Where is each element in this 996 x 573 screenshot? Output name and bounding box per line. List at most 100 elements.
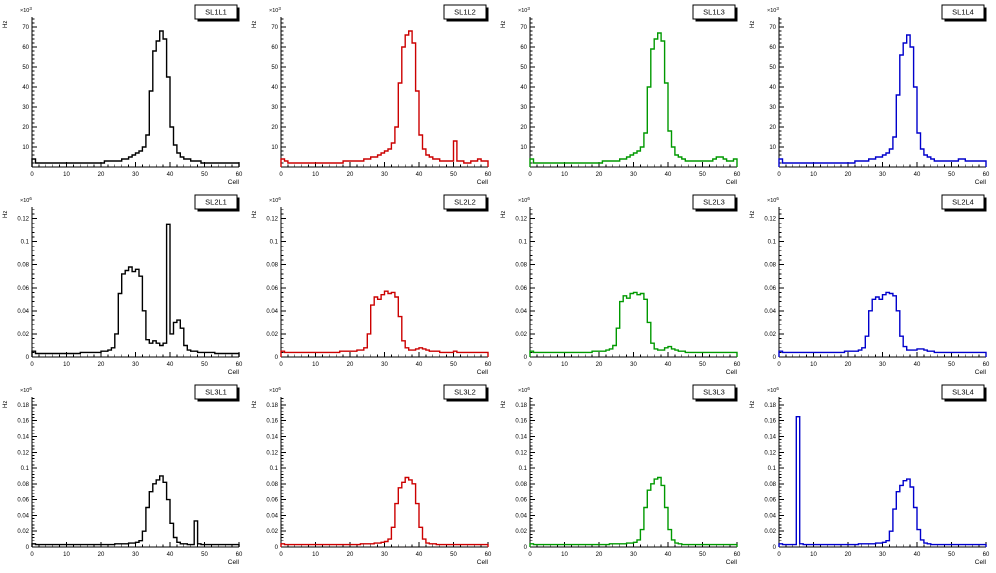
svg-text:60: 60 [734, 172, 741, 178]
svg-text:SL2L1: SL2L1 [205, 198, 227, 207]
svg-text:30: 30 [520, 105, 527, 111]
svg-text:Hz: Hz [3, 21, 9, 28]
svg-text:30: 30 [132, 552, 139, 558]
svg-text:Hz: Hz [750, 211, 756, 218]
svg-text:0.08: 0.08 [17, 263, 29, 269]
svg-text:×106: ×106 [269, 386, 281, 394]
svg-text:Hz: Hz [501, 401, 507, 408]
svg-text:60: 60 [236, 172, 243, 178]
svg-text:0: 0 [777, 362, 781, 368]
svg-text:SL2L4: SL2L4 [952, 198, 974, 207]
svg-text:0.08: 0.08 [515, 482, 527, 488]
svg-text:40: 40 [416, 172, 423, 178]
svg-text:50: 50 [450, 362, 457, 368]
svg-text:0.18: 0.18 [17, 403, 29, 409]
svg-text:60: 60 [485, 362, 492, 368]
svg-text:×106: ×106 [269, 196, 281, 204]
svg-text:30: 30 [381, 552, 388, 558]
svg-text:20: 20 [347, 362, 354, 368]
svg-text:Hz: Hz [252, 21, 258, 28]
svg-text:SL1L1: SL1L1 [205, 8, 227, 17]
svg-text:60: 60 [983, 552, 990, 558]
svg-text:0: 0 [528, 552, 532, 558]
svg-text:10: 10 [561, 552, 568, 558]
svg-text:0.08: 0.08 [266, 482, 278, 488]
svg-text:×106: ×106 [20, 196, 32, 204]
histogram-panel: 0 10 20 30 40 50 60 10 20 30 40 50 60 70 SL1L1 ×103 Hz Ce… [0, 1, 249, 191]
histogram-panel: 0 10 20 30 40 50 60 10 20 30 40 50 60 70 SL1L2 ×103 Hz Ce… [249, 1, 498, 191]
svg-text:30: 30 [271, 105, 278, 111]
svg-text:Cell: Cell [228, 179, 240, 186]
svg-text:20: 20 [347, 172, 354, 178]
svg-text:50: 50 [450, 552, 457, 558]
svg-text:0.08: 0.08 [764, 263, 776, 269]
svg-text:0.02: 0.02 [17, 529, 29, 535]
svg-text:Cell: Cell [726, 369, 738, 376]
histogram-plot: 0 10 20 30 40 50 60 0 0.02 0.04 0.06 0.08 0.1 0.12 0.1… [501, 384, 741, 566]
svg-text:40: 40 [22, 85, 29, 91]
svg-text:50: 50 [948, 172, 955, 178]
histogram-plot: 0 10 20 30 40 50 60 0 0.02 0.04 0.06 0.08 0.1 0.12 0.1… [252, 384, 492, 566]
svg-text:10: 10 [63, 552, 70, 558]
svg-text:10: 10 [22, 145, 29, 151]
svg-text:×103: ×103 [518, 6, 530, 14]
svg-text:20: 20 [596, 552, 603, 558]
svg-text:0.1: 0.1 [21, 240, 30, 246]
svg-text:30: 30 [22, 105, 29, 111]
svg-text:0.14: 0.14 [764, 434, 776, 440]
svg-text:20: 20 [769, 125, 776, 131]
histogram-plot: 0 10 20 30 40 50 60 0 0.02 0.04 0.06 0.08 0.1 0.12 0.1… [750, 384, 990, 566]
svg-text:30: 30 [630, 552, 637, 558]
svg-text:0.08: 0.08 [17, 482, 29, 488]
svg-text:70: 70 [520, 25, 527, 31]
svg-text:Hz: Hz [252, 401, 258, 408]
svg-text:×103: ×103 [767, 6, 779, 14]
svg-text:Cell: Cell [975, 369, 987, 376]
svg-text:60: 60 [22, 45, 29, 51]
svg-text:20: 20 [845, 362, 852, 368]
svg-text:0.06: 0.06 [17, 498, 29, 504]
svg-text:×106: ×106 [20, 386, 32, 394]
svg-text:10: 10 [63, 172, 70, 178]
svg-text:10: 10 [312, 172, 319, 178]
histogram-plot: 0 10 20 30 40 50 60 10 20 30 40 50 60 70 SL1L4 ×103 Hz Ce… [750, 4, 990, 186]
svg-text:0: 0 [275, 355, 279, 361]
svg-text:10: 10 [271, 145, 278, 151]
svg-text:Cell: Cell [975, 559, 987, 566]
histogram-panel: 0 10 20 30 40 50 60 10 20 30 40 50 60 70 SL1L4 ×103 Hz Ce… [747, 1, 996, 191]
svg-text:20: 20 [596, 172, 603, 178]
svg-text:SL1L4: SL1L4 [952, 8, 974, 17]
svg-text:Hz: Hz [501, 211, 507, 218]
svg-text:0: 0 [528, 362, 532, 368]
svg-text:0.06: 0.06 [515, 498, 527, 504]
svg-text:0.02: 0.02 [515, 332, 527, 338]
svg-text:30: 30 [769, 105, 776, 111]
svg-text:Cell: Cell [726, 179, 738, 186]
svg-text:0.06: 0.06 [266, 286, 278, 292]
svg-text:40: 40 [167, 362, 174, 368]
svg-text:30: 30 [879, 362, 886, 368]
svg-text:0.18: 0.18 [764, 403, 776, 409]
svg-text:0: 0 [279, 362, 283, 368]
svg-text:Hz: Hz [750, 401, 756, 408]
svg-text:10: 10 [810, 552, 817, 558]
svg-text:0.02: 0.02 [17, 332, 29, 338]
svg-text:Cell: Cell [477, 559, 489, 566]
svg-text:0.06: 0.06 [764, 286, 776, 292]
svg-text:×106: ×106 [767, 196, 779, 204]
histogram-panel: 0 10 20 30 40 50 60 0 0.02 0.04 0.06 0.08 0.1 0.12 SL2… [0, 191, 249, 381]
svg-text:50: 50 [520, 65, 527, 71]
svg-text:0: 0 [524, 355, 528, 361]
svg-text:60: 60 [983, 172, 990, 178]
svg-text:40: 40 [520, 85, 527, 91]
svg-text:×106: ×106 [518, 386, 530, 394]
svg-text:SL2L3: SL2L3 [703, 198, 725, 207]
svg-text:20: 20 [520, 125, 527, 131]
svg-text:40: 40 [416, 552, 423, 558]
svg-text:50: 50 [948, 362, 955, 368]
histogram-panel: 0 10 20 30 40 50 60 0 0.02 0.04 0.06 0.08 0.1 0.12 SL2… [747, 191, 996, 381]
svg-text:Cell: Cell [975, 179, 987, 186]
histogram-plot: 0 10 20 30 40 50 60 10 20 30 40 50 60 70 SL1L3 ×103 Hz Ce… [501, 4, 741, 186]
svg-text:0.02: 0.02 [266, 332, 278, 338]
